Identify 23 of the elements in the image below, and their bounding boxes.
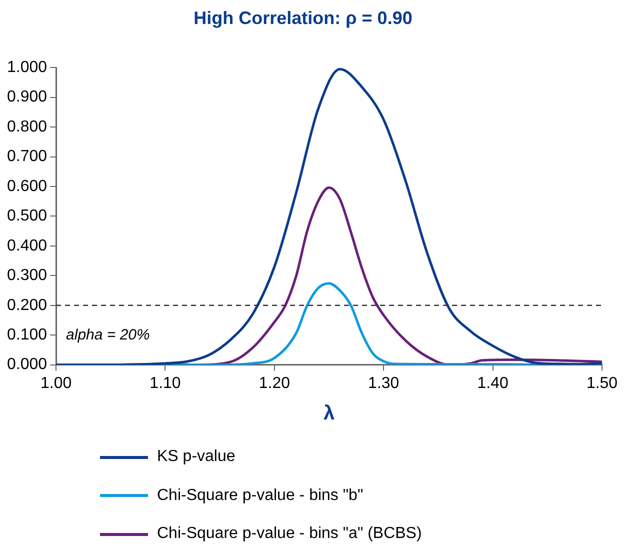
y-tick-label: 0.200	[6, 296, 48, 314]
x-tick-label: 1.10	[150, 374, 181, 392]
ref-line-label: alpha = 20%	[66, 326, 150, 344]
y-tick-label: 0.400	[6, 237, 48, 254]
x-tick-label: 1.00	[40, 374, 72, 392]
y-tick-label: 0.900	[6, 88, 48, 106]
y-tick-label: 0.000	[6, 356, 48, 374]
y-tick-label: 1.000	[6, 59, 48, 76]
x-tick-label: 1.40	[477, 374, 508, 392]
y-tick-label: 0.600	[6, 178, 48, 195]
y-tick-label: 0.500	[6, 208, 48, 225]
x-tick-label: 1.50	[586, 374, 618, 392]
y-tick-label: 0.100	[6, 326, 48, 344]
y-tick-label: 0.700	[6, 148, 48, 166]
legend-label: Chi-Square p-value - bins "b"	[157, 486, 364, 505]
legend-label: KS p-value	[157, 448, 236, 466]
y-tick-label: 0.300	[6, 267, 48, 284]
x-axis-title: λ	[323, 402, 335, 425]
y-tick-label: 0.800	[6, 118, 48, 136]
x-tick-label: 1.30	[368, 374, 400, 392]
legend-label: Chi-Square p-value - bins "a" (BCBS)	[157, 525, 422, 544]
chart-title: High Correlation: ρ = 0.90	[194, 8, 412, 28]
x-tick-label: 1.20	[258, 374, 290, 392]
